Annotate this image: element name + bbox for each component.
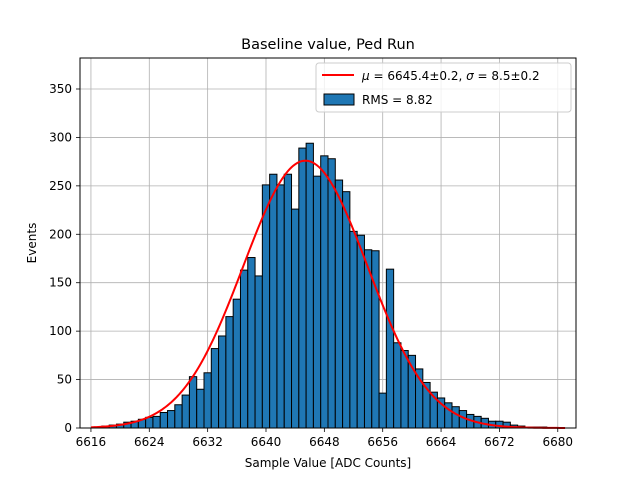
histogram-bar <box>334 179 344 429</box>
x-tick-label: 6632 <box>192 435 223 449</box>
y-tick-label: 50 <box>57 373 72 387</box>
x-tick-label: 6624 <box>134 435 165 449</box>
gaussian-fit <box>90 159 566 429</box>
y-tick-label: 0 <box>64 421 72 435</box>
y-tick-label: 300 <box>49 130 72 144</box>
histogram-bar <box>312 175 322 429</box>
histogram-bar <box>385 268 395 429</box>
y-tick-label: 200 <box>49 227 72 241</box>
histogram-bar <box>152 415 161 429</box>
histogram-bar <box>174 404 183 429</box>
x-tick-label: 6640 <box>251 435 282 449</box>
x-tick-label: 6616 <box>76 435 107 449</box>
legend-fit-label: μ = 6645.4±0.2, σ = 8.5±0.2 <box>361 69 540 83</box>
histogram-bar <box>269 173 278 429</box>
histogram-bars <box>94 142 548 429</box>
histogram-bar <box>393 342 402 429</box>
legend-hist-swatch <box>323 93 355 106</box>
y-axis-label: Events <box>25 223 39 264</box>
y-tick-label: 150 <box>49 276 72 290</box>
histogram-bar <box>218 335 227 429</box>
histogram-bar <box>196 388 205 429</box>
legend-mu-text: = 6645.4±0.2, <box>370 69 466 83</box>
legend-sigma-text: = 8.5±0.2 <box>474 69 540 83</box>
legend-box <box>315 62 572 113</box>
histogram-bar <box>349 230 358 429</box>
histogram-bar <box>225 316 234 429</box>
histogram-bar <box>261 184 271 429</box>
y-tick-label: 250 <box>49 179 72 193</box>
histogram-bar <box>188 376 198 429</box>
plot-frame <box>79 57 577 429</box>
histogram-bar <box>371 250 380 429</box>
histogram-bar <box>276 184 285 429</box>
histogram-bar <box>327 158 336 429</box>
histogram-bar <box>239 269 249 429</box>
y-tick-label: 100 <box>49 324 72 338</box>
fit-curve <box>90 159 566 429</box>
chart-title: Baseline value, Ped Run <box>241 37 415 53</box>
legend-sigma-symbol: σ <box>466 69 474 83</box>
x-tick-label: 6648 <box>309 435 340 449</box>
legend-mu-symbol: μ <box>361 69 370 83</box>
x-axis-label: Sample Value [ADC Counts] <box>245 456 411 470</box>
histogram-bar <box>210 348 220 429</box>
histogram-bar <box>320 155 329 429</box>
x-tick-label: 6680 <box>542 435 573 449</box>
legend-hist-label: RMS = 8.82 <box>362 93 433 107</box>
histogram-bar <box>203 372 212 429</box>
histogram-bar <box>247 257 256 429</box>
histogram-bar <box>451 406 460 429</box>
histogram-bar <box>298 147 307 429</box>
histogram-bar <box>378 392 387 429</box>
histogram-bar <box>305 142 314 429</box>
histogram-bar <box>291 208 300 429</box>
x-tick-label: 6664 <box>426 435 457 449</box>
histogram-bar <box>181 394 190 429</box>
axis-ticks: 6616 6624 6632 6640 6648 6656 6664 6672 6680 0 50 1… <box>49 82 573 449</box>
histogram-bar <box>167 410 176 429</box>
histogram-bar <box>159 412 169 429</box>
histogram-bar <box>342 191 351 429</box>
x-tick-label: 6672 <box>484 435 515 449</box>
legend: μ = 6645.4±0.2, σ = 8.5±0.2 RMS = 8.82 <box>315 62 572 113</box>
histogram-bar <box>400 350 409 429</box>
histogram-bar <box>254 275 263 429</box>
y-tick-label: 350 <box>49 82 72 96</box>
histogram-bar <box>283 173 293 429</box>
histogram-bar <box>232 298 241 429</box>
x-tick-label: 6656 <box>367 435 398 449</box>
histogram-bar <box>356 234 365 429</box>
